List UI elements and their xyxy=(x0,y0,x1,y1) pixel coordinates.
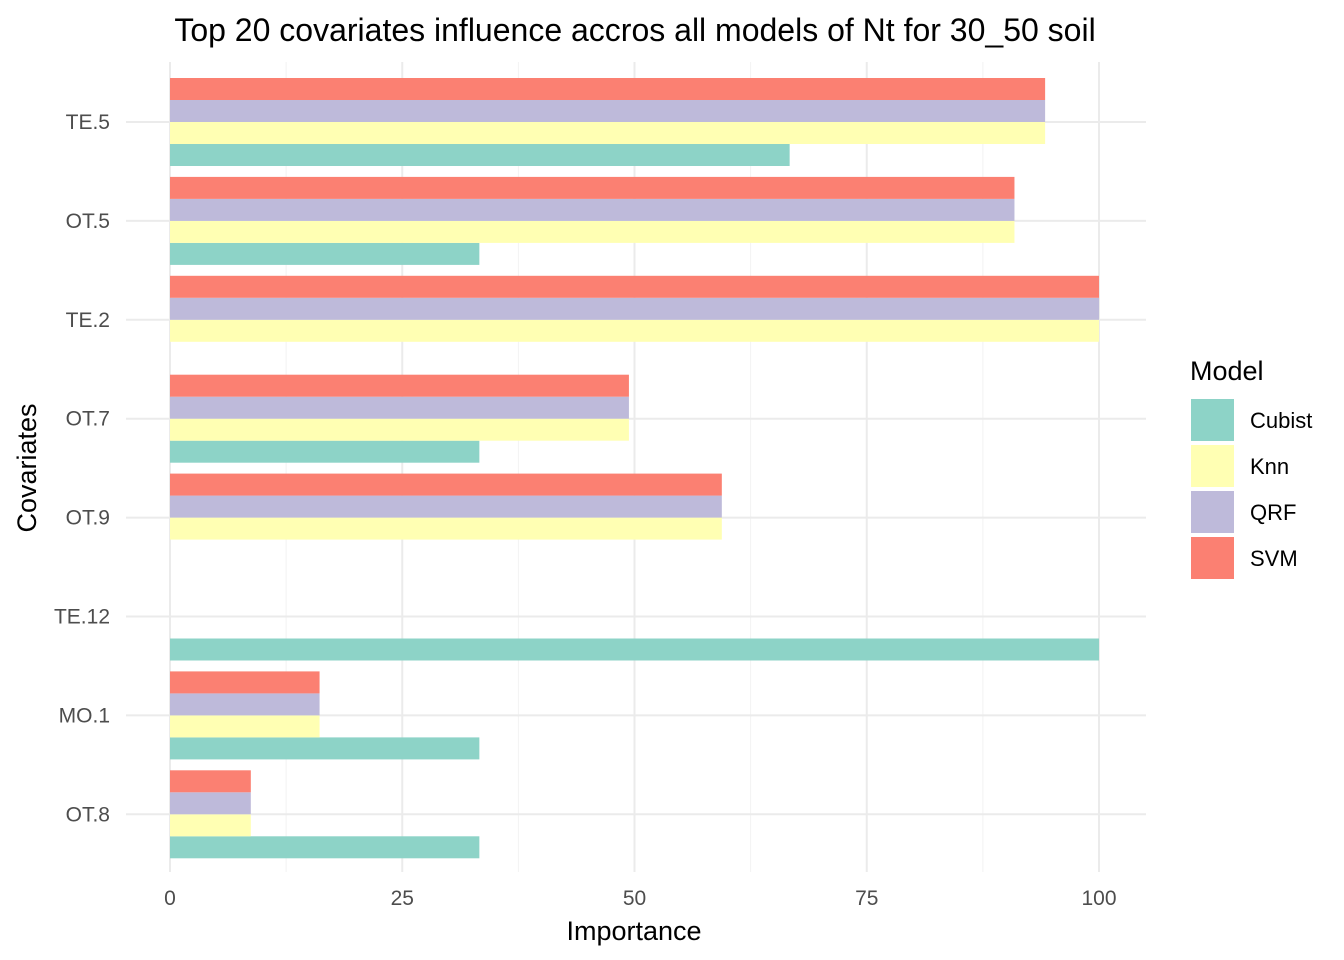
chart-title: Top 20 covariates influence accros all m… xyxy=(174,12,1095,48)
bar-cubist-te-5 xyxy=(170,144,790,166)
bar-svm-ot-8 xyxy=(170,770,251,793)
bar-qrf-ot-7 xyxy=(170,396,629,419)
bar-svm-ot-5 xyxy=(170,176,1015,199)
legend-label-cubist: Cubist xyxy=(1250,408,1312,433)
bar-qrf-te-2 xyxy=(170,297,1099,320)
bar-cubist-mo-1 xyxy=(170,737,480,760)
legend-key-svm xyxy=(1191,537,1234,579)
bar-knn-ot-8 xyxy=(170,814,251,837)
bar-svm-te-2 xyxy=(170,275,1099,298)
x-axis-title: Importance xyxy=(566,916,701,946)
legend-label-qrf: QRF xyxy=(1250,500,1296,525)
legend: Model Cubist Knn QRF SVM xyxy=(1190,356,1312,579)
bar-svm-mo-1 xyxy=(170,671,320,694)
y-tick-label: MO.1 xyxy=(59,704,110,727)
legend-key-qrf xyxy=(1191,491,1234,533)
bar-knn-ot-9 xyxy=(170,517,722,540)
bar-cubist-ot-7 xyxy=(170,440,480,463)
y-tick-labels: TE.5 OT.5 TE.2 OT.7 OT.9 TE.12 MO.1 OT.8 xyxy=(54,111,110,826)
y-tick-label: TE.2 xyxy=(66,309,110,332)
legend-label-knn: Knn xyxy=(1250,454,1289,479)
bar-qrf-ot-9 xyxy=(170,495,722,518)
y-tick-label: OT.5 xyxy=(66,210,110,233)
legend-key-knn xyxy=(1191,445,1234,487)
x-tick-label: 25 xyxy=(391,887,414,910)
bar-qrf-ot-5 xyxy=(170,198,1015,221)
bar-cubist-ot-5 xyxy=(170,242,480,265)
y-axis-title: Covariates xyxy=(12,403,42,532)
bar-svm-te-5 xyxy=(170,78,1046,100)
bar-qrf-mo-1 xyxy=(170,693,320,716)
x-tick-label: 75 xyxy=(855,887,878,910)
y-tick-label: TE.12 xyxy=(54,606,110,629)
legend-key-cubist xyxy=(1191,399,1234,441)
bars xyxy=(170,78,1099,859)
bar-knn-te-5 xyxy=(170,122,1046,144)
legend-title: Model xyxy=(1190,356,1264,386)
bar-knn-te-2 xyxy=(170,319,1099,342)
x-tick-labels: 0 25 50 75 100 xyxy=(164,887,1116,910)
bar-cubist-ot-8 xyxy=(170,836,480,859)
bar-knn-ot-5 xyxy=(170,220,1015,243)
bar-qrf-te-5 xyxy=(170,100,1046,122)
bar-svm-ot-9 xyxy=(170,473,722,496)
bar-knn-mo-1 xyxy=(170,715,320,738)
y-tick-label: OT.9 xyxy=(66,507,110,530)
bar-svm-ot-7 xyxy=(170,374,629,397)
x-tick-label: 0 xyxy=(164,887,176,910)
x-tick-label: 50 xyxy=(623,887,646,910)
x-tick-label: 100 xyxy=(1081,887,1116,910)
y-tick-label: TE.5 xyxy=(66,111,110,134)
y-tick-label: OT.8 xyxy=(66,803,110,826)
bar-cubist-te-12 xyxy=(170,638,1099,661)
legend-label-svm: SVM xyxy=(1250,546,1298,571)
bar-knn-ot-7 xyxy=(170,418,629,441)
bar-qrf-ot-8 xyxy=(170,792,251,815)
y-tick-label: OT.7 xyxy=(66,408,110,431)
